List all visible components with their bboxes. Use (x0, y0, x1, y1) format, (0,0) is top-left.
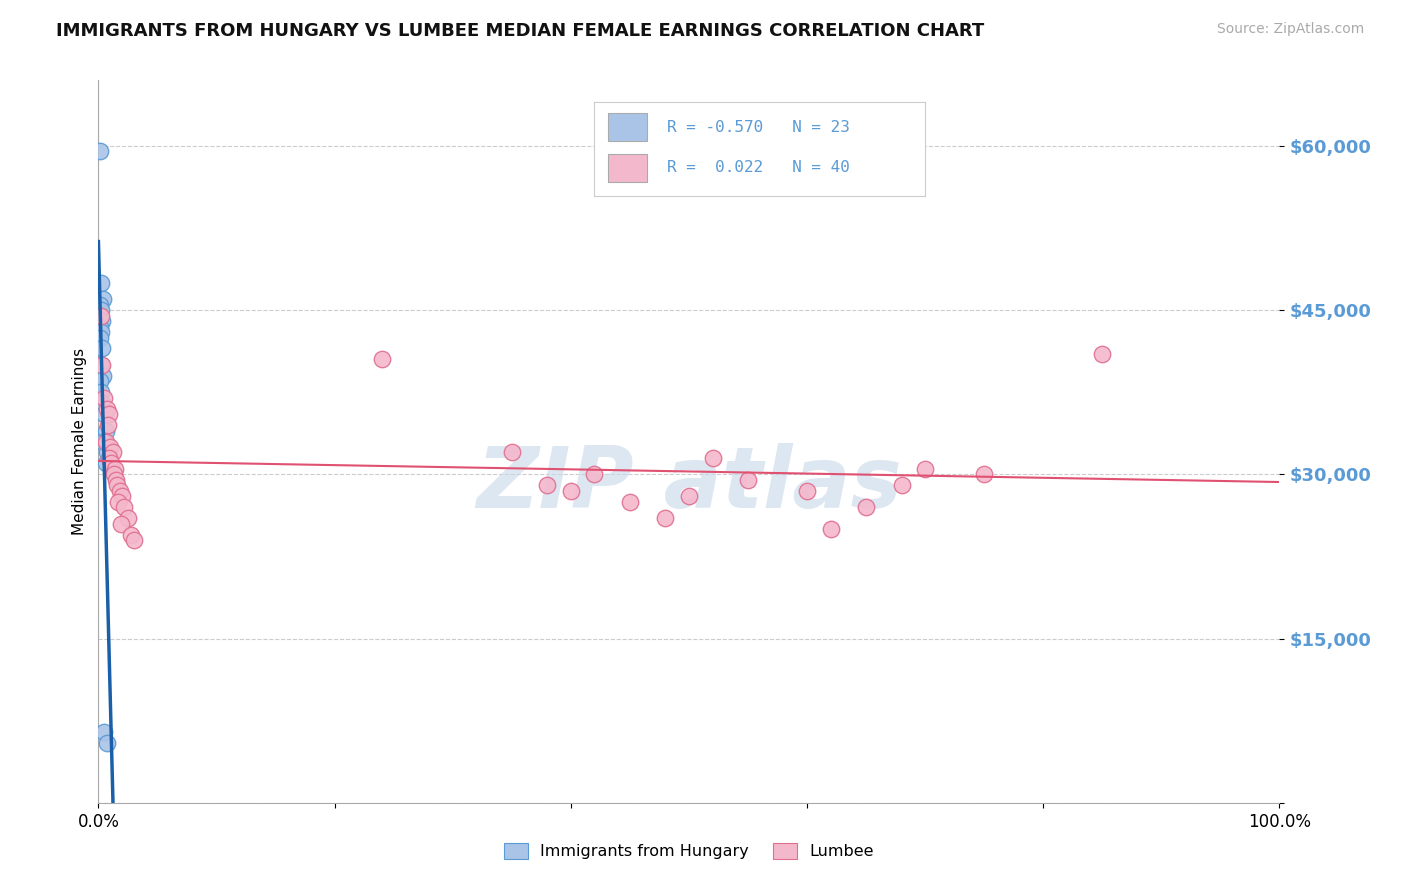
Point (90, 309, 112, 323)
Point (90, 385, 112, 400)
Point (796, 483, 818, 498)
Point (560, 483, 582, 498)
Point (371, 352, 394, 367)
Point (654, 511, 676, 525)
Point (110, 516, 132, 531)
Point (108, 483, 131, 498)
Point (89, 145, 111, 159)
Point (619, 494, 641, 508)
Point (973, 467, 995, 482)
Point (91, 396, 114, 410)
Point (105, 478, 128, 492)
Point (121, 527, 143, 541)
Point (98, 450, 121, 465)
Point (90, 325, 112, 339)
Point (89, 298, 111, 312)
Point (91, 342, 114, 356)
Y-axis label: Median Female Earnings: Median Female Earnings (72, 348, 87, 535)
Point (93, 391, 115, 405)
Point (914, 462, 936, 476)
Point (94, 424, 117, 438)
Point (91, 292, 114, 306)
Text: IMMIGRANTS FROM HUNGARY VS LUMBEE MEDIAN FEMALE EARNINGS CORRELATION CHART: IMMIGRANTS FROM HUNGARY VS LUMBEE MEDIAN… (56, 22, 984, 40)
Point (90, 276, 112, 290)
Point (101, 445, 124, 459)
Point (89, 319, 111, 334)
Point (97, 418, 120, 433)
Point (94, 434, 117, 449)
Point (89, 374, 111, 388)
Legend: Immigrants from Hungary, Lumbee: Immigrants from Hungary, Lumbee (495, 835, 883, 867)
Point (89, 330, 111, 344)
Point (94, 457, 117, 471)
Point (122, 533, 145, 547)
Point (96, 401, 118, 416)
Point (93, 407, 115, 421)
Point (91, 434, 114, 449)
Point (855, 500, 877, 515)
Point (91, 368, 114, 383)
Point (98, 440, 121, 454)
Point (820, 522, 842, 536)
Point (1091, 347, 1114, 361)
Point (100, 457, 122, 471)
Point (96, 445, 118, 459)
Point (536, 478, 558, 492)
Text: ZIP atlas: ZIP atlas (477, 443, 901, 526)
Point (890, 478, 912, 492)
Point (91, 358, 114, 372)
Point (112, 500, 135, 515)
Point (90, 358, 112, 372)
Point (107, 494, 129, 508)
Point (89, 309, 111, 323)
Point (501, 445, 523, 459)
Point (103, 467, 125, 482)
Point (117, 511, 139, 525)
Point (91, 314, 114, 328)
Point (104, 462, 127, 476)
Point (737, 473, 759, 487)
Point (105, 473, 128, 487)
Point (583, 467, 606, 482)
Point (90, 303, 112, 318)
Point (111, 489, 134, 503)
Point (93, 724, 115, 739)
Point (702, 450, 724, 465)
Text: Source: ZipAtlas.com: Source: ZipAtlas.com (1216, 22, 1364, 37)
Point (96, 735, 118, 749)
Point (678, 489, 700, 503)
Point (98, 407, 121, 421)
